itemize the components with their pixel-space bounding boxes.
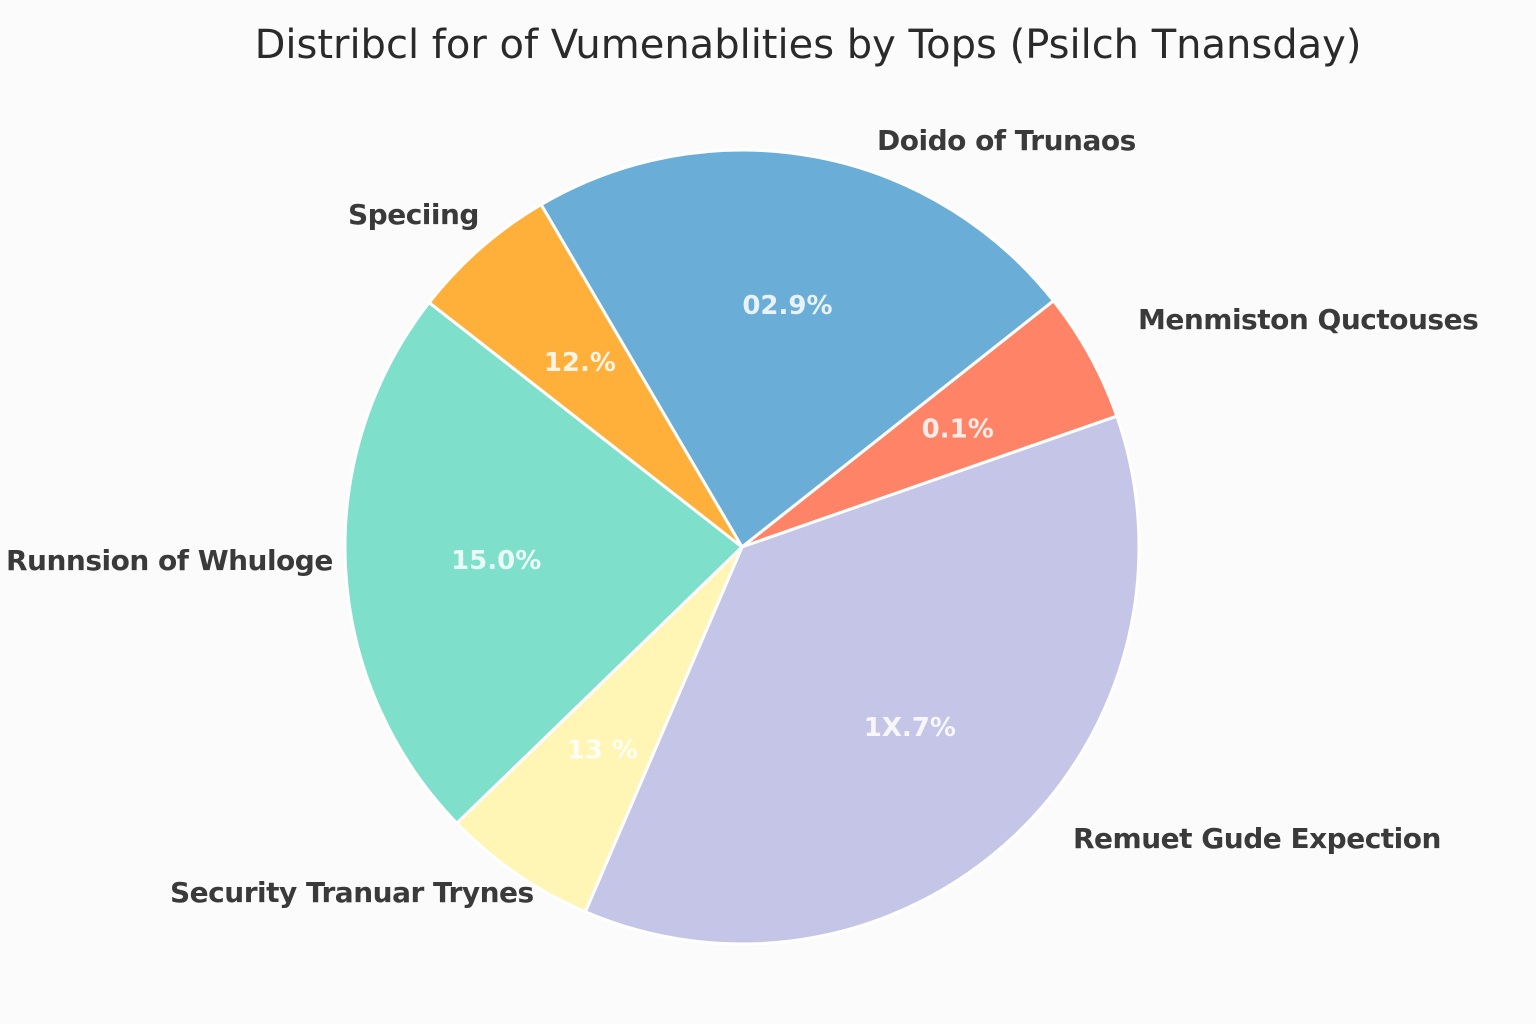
pie-slice — [427, 202, 744, 549]
pie-slice — [539, 148, 1056, 550]
pie-slice — [583, 414, 1141, 946]
slice-label: Doido of Trunaos — [877, 124, 1136, 157]
pie-slice — [454, 545, 744, 914]
slice-label: Security Tranuar Trynes — [170, 876, 534, 909]
chart-title: Distribcl for of Vumenablities by Tops (… — [254, 22, 1362, 68]
slice-percent-label: 02.9% — [742, 291, 832, 321]
slice-percent-label: 0.1% — [922, 414, 994, 444]
slice-label: Runnsion of Whuloge — [6, 544, 333, 577]
slice-label: Speciing — [348, 198, 479, 231]
slice-percent-label: 12.% — [544, 348, 616, 378]
slice-label: Menmiston Quctouses — [1138, 303, 1479, 336]
slice-percent-label: 1X.7% — [864, 713, 956, 743]
slice-percent-label: 15.0% — [451, 546, 541, 576]
slice-label: Remuet Gude Expection — [1073, 822, 1441, 855]
slice-percent-label: 13 % — [567, 736, 638, 766]
pie-slice — [343, 300, 745, 826]
